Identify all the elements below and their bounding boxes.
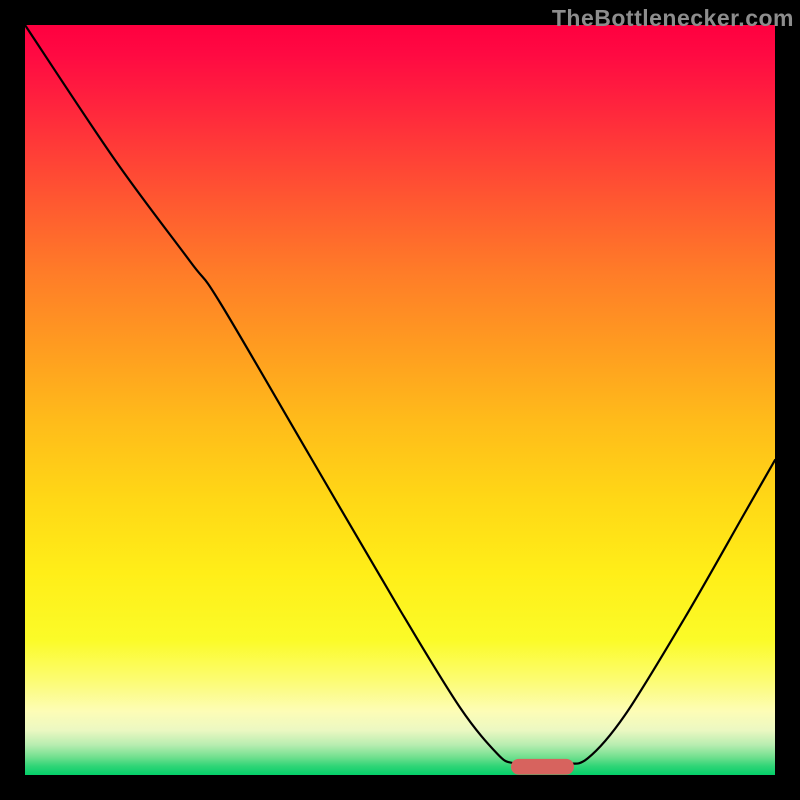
chart-background: [25, 25, 775, 775]
plot-area: [25, 25, 775, 775]
watermark-label: TheBottlenecker.com: [552, 5, 794, 32]
chart-svg: [25, 25, 775, 775]
optimum-marker: [511, 759, 574, 775]
